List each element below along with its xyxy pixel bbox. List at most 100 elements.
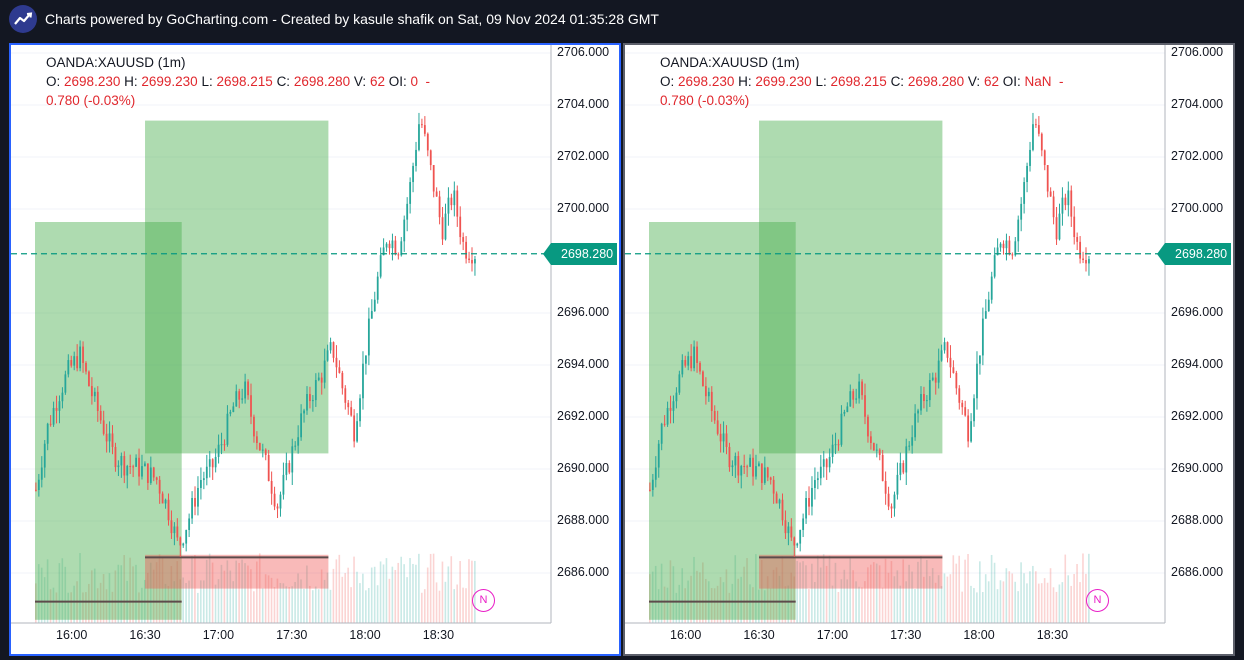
chart-canvas-left[interactable]: [11, 45, 621, 656]
volume-bar: [188, 580, 190, 623]
candle-body: [855, 398, 858, 400]
chart-panel-left[interactable]: OANDA:XAUUSD (1m) O: 2698.230 H: 2699.23…: [9, 43, 621, 656]
ohlc-legend: OANDA:XAUUSD (1m) O: 2698.230 H: 2699.23…: [46, 53, 516, 110]
candle-body: [155, 477, 158, 480]
price-tick-label: 2696.000: [557, 305, 610, 319]
candle-body: [1008, 240, 1011, 255]
volume-bar: [657, 589, 660, 623]
candle-body: [1005, 240, 1008, 249]
price-tick-label: 2706.000: [1171, 45, 1224, 59]
candle-body: [811, 487, 813, 507]
volume-bar: [772, 569, 775, 623]
volume-bar: [306, 565, 308, 623]
volume-bar: [987, 581, 990, 623]
candle-body: [678, 374, 681, 393]
candle-body: [309, 394, 311, 402]
volume-bar: [1017, 591, 1019, 623]
volume-bar: [453, 589, 456, 623]
volume-bar: [300, 579, 302, 623]
candle-body: [200, 480, 202, 488]
volume-bar: [1046, 582, 1049, 623]
volume-bar: [760, 559, 763, 623]
volume-bar: [264, 574, 267, 623]
volume-bar: [925, 560, 928, 623]
volume-bar: [976, 592, 978, 623]
volume-bar: [105, 589, 108, 623]
candle-body: [696, 346, 698, 363]
volume-bar: [273, 587, 276, 623]
volume-bar: [943, 573, 946, 623]
volume-bar: [52, 587, 55, 623]
candle-body: [1055, 217, 1058, 240]
volume-bar: [846, 579, 849, 623]
volume-bar: [194, 555, 196, 623]
candle-body: [843, 411, 846, 414]
oi-label: OI:: [1002, 74, 1021, 89]
volume-bar: [326, 572, 329, 623]
candle-body: [418, 124, 420, 150]
volume-bar: [55, 592, 58, 623]
candle-body: [1070, 190, 1073, 217]
candle-body: [117, 465, 120, 468]
volume-bar: [418, 553, 420, 623]
volume-bar: [303, 588, 305, 623]
volume-bar: [468, 559, 470, 623]
candle-body: [382, 247, 385, 256]
volume-bar: [311, 590, 314, 623]
open-value: 2698.230: [64, 74, 121, 89]
news-badge[interactable]: N: [472, 589, 495, 612]
volume-bar: [1052, 587, 1055, 623]
candle-body: [878, 449, 881, 455]
candle-body: [297, 437, 300, 446]
volume-bar: [356, 571, 358, 623]
volume-bar: [840, 579, 843, 623]
candle-body: [1079, 241, 1082, 259]
candle-body: [294, 445, 297, 447]
volume-bar: [763, 590, 766, 623]
volume-bar: [238, 562, 240, 623]
candle-body: [320, 377, 323, 383]
volume-bar: [394, 569, 397, 623]
volume-bar: [819, 567, 822, 623]
chart-panel-right[interactable]: OANDA:XAUUSD (1m) O: 2698.230 H: 2699.23…: [623, 43, 1235, 656]
volume-bar: [200, 580, 202, 623]
candle-body: [740, 466, 743, 476]
candle-body: [920, 394, 922, 411]
volume-bar: [444, 581, 447, 623]
candle-body: [144, 463, 146, 467]
volume-bar: [447, 566, 450, 623]
volume-bar: [858, 586, 860, 623]
volume-bar: [716, 585, 719, 623]
volume-bar: [914, 589, 916, 623]
volume-bar: [746, 558, 748, 623]
volume-bar: [99, 582, 102, 623]
volume-bar: [946, 576, 949, 623]
candle-body: [55, 407, 58, 411]
candle-body: [884, 480, 887, 494]
candle-body: [993, 255, 996, 277]
high-value: 2699.230: [141, 74, 198, 89]
candle-body: [1032, 124, 1034, 150]
volume-bar: [161, 557, 164, 623]
candle-body: [250, 395, 252, 417]
trend-up-icon[interactable]: [9, 5, 37, 33]
volume-bar: [202, 580, 205, 623]
volume-bar: [43, 577, 46, 623]
news-badge[interactable]: N: [1086, 589, 1109, 612]
volume-bar: [1079, 582, 1081, 623]
volume-bar: [917, 561, 919, 623]
candle-body: [412, 165, 414, 183]
candle-body: [223, 444, 226, 446]
price-tick-label: 2694.000: [557, 357, 610, 371]
candle-body: [725, 433, 728, 447]
candle-body: [73, 356, 76, 366]
candle-body: [699, 362, 701, 372]
chart-canvas-right[interactable]: [625, 45, 1235, 656]
close-label: C:: [276, 74, 291, 89]
candle-body: [273, 493, 276, 507]
volume-bar: [432, 553, 435, 623]
price-tick-label: 2686.000: [1171, 565, 1224, 579]
volume-bar: [908, 564, 910, 623]
volume-bar: [70, 592, 72, 623]
volume-bar: [1002, 581, 1005, 623]
